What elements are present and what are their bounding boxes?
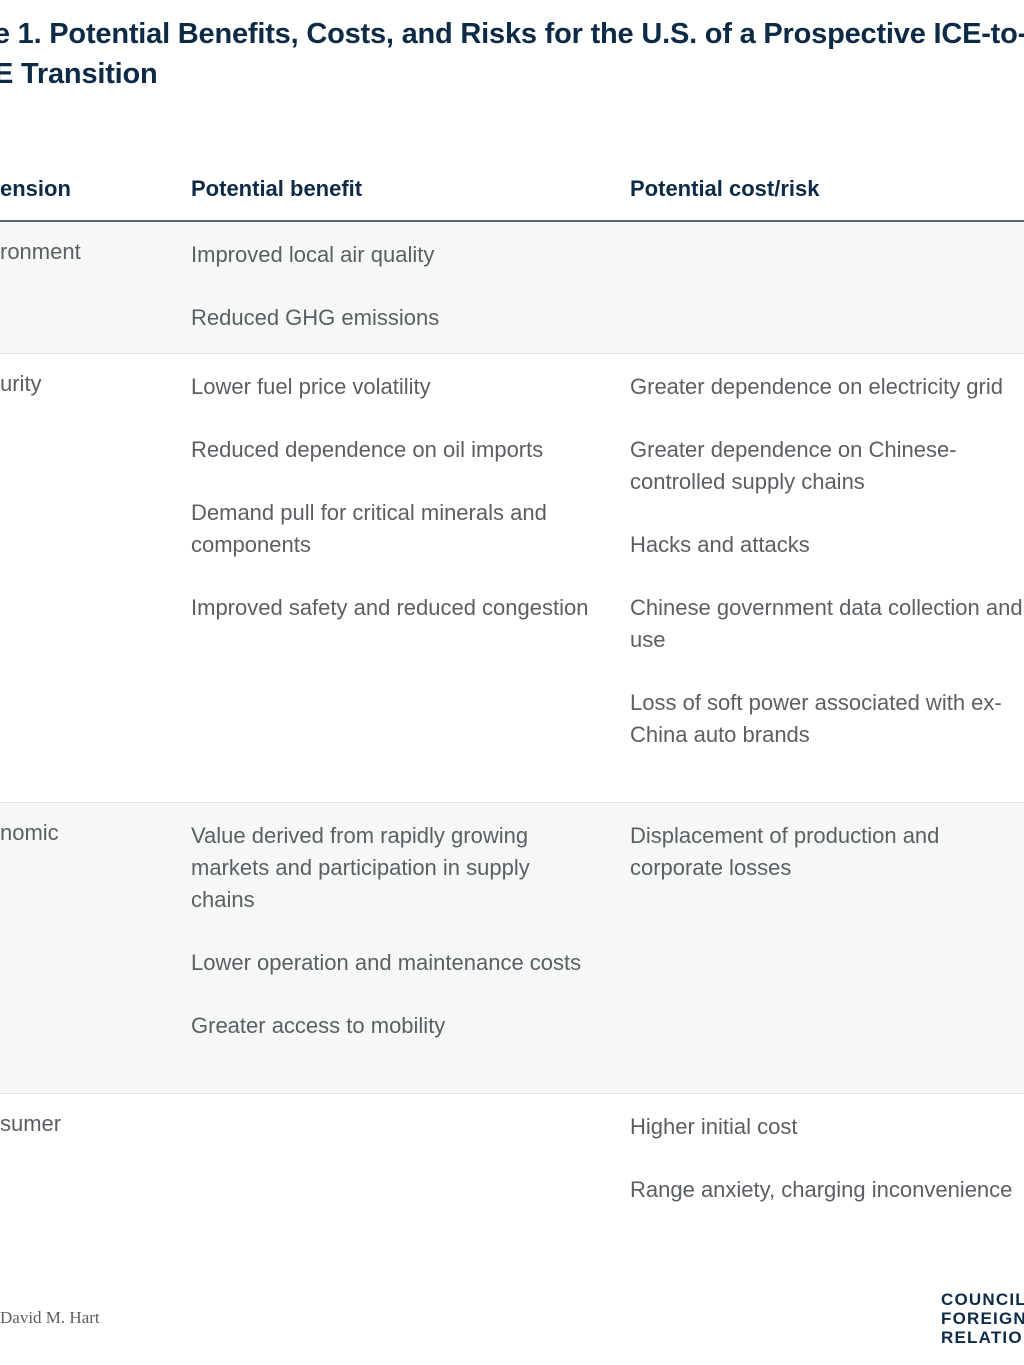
benefit-item: Improved local air quality <box>191 242 435 267</box>
cost-item: Chinese government data collection and u… <box>630 595 1023 652</box>
header-potential-benefit: Potential benefit <box>191 176 363 201</box>
cost-item: Higher initial cost <box>630 1114 798 1139</box>
benefit-item: Greater access to mobility <box>191 1013 446 1038</box>
table-row: sumer Higher initial cost Range anxiety,… <box>0 1094 1024 1258</box>
costs-cell: Displacement of production and corporate… <box>630 820 1024 915</box>
cost-item: Range anxiety, charging inconvenience <box>630 1177 1013 1202</box>
cfr-logo: COUNCIL FOREIGN RELATIO <box>941 1290 1024 1347</box>
cost-item: Hacks and attacks <box>630 532 810 557</box>
benefit-item: Improved safety and reduced congestion <box>191 595 589 620</box>
benefit-item: Demand pull for critical minerals and co… <box>191 500 547 557</box>
table-header-row: ension Potential benefit Potential cost/… <box>0 160 1024 222</box>
table-row: urity Lower fuel price volatility Reduce… <box>0 354 1024 803</box>
cost-item: Displacement of production and corporate… <box>630 823 940 880</box>
header-dimension: ension <box>0 176 71 201</box>
header-potential-cost-risk: Potential cost/risk <box>630 176 820 201</box>
row-dimension: ronment <box>0 239 81 264</box>
row-dimension: sumer <box>0 1111 62 1136</box>
benefit-item: Lower fuel price volatility <box>191 374 431 399</box>
benefit-item: Lower operation and maintenance costs <box>191 950 582 975</box>
benefits-cell: Lower fuel price volatility Reduced depe… <box>191 371 591 655</box>
table-row: nomic Value derived from rapidly growing… <box>0 803 1024 1094</box>
cost-item: Greater dependence on electricity grid <box>630 374 1003 399</box>
benefits-cell: Value derived from rapidly growing marke… <box>191 820 591 1073</box>
benefit-item: Value derived from rapidly growing marke… <box>191 823 530 912</box>
benefits-costs-table: ension Potential benefit Potential cost/… <box>0 160 1024 1258</box>
row-dimension: nomic <box>0 820 59 845</box>
footer-author: David M. Hart <box>0 1308 100 1327</box>
logo-line: FOREIGN <box>941 1309 1024 1328</box>
table-title-line-2: E Transition <box>0 58 158 90</box>
cost-item: Greater dependence on Chinese-controlled… <box>630 437 957 494</box>
table-row: ronment Improved local air quality Reduc… <box>0 222 1024 354</box>
costs-cell: Greater dependence on electricity grid G… <box>630 371 1024 782</box>
table-title-line-1: le 1. Potential Benefits, Costs, and Ris… <box>0 18 1024 50</box>
cost-item: Loss of soft power associated with ex-Ch… <box>630 690 1002 747</box>
table-title: le 1. Potential Benefits, Costs, and Ris… <box>0 14 1024 94</box>
benefit-item: Reduced dependence on oil imports <box>191 437 544 462</box>
benefits-cell: Improved local air quality Reduced GHG e… <box>191 239 591 365</box>
costs-cell: Higher initial cost Range anxiety, charg… <box>630 1111 1024 1237</box>
row-dimension: urity <box>0 371 42 396</box>
logo-line: RELATIO <box>941 1328 1023 1347</box>
logo-line: COUNCIL <box>941 1290 1024 1309</box>
benefit-item: Reduced GHG emissions <box>191 305 440 330</box>
